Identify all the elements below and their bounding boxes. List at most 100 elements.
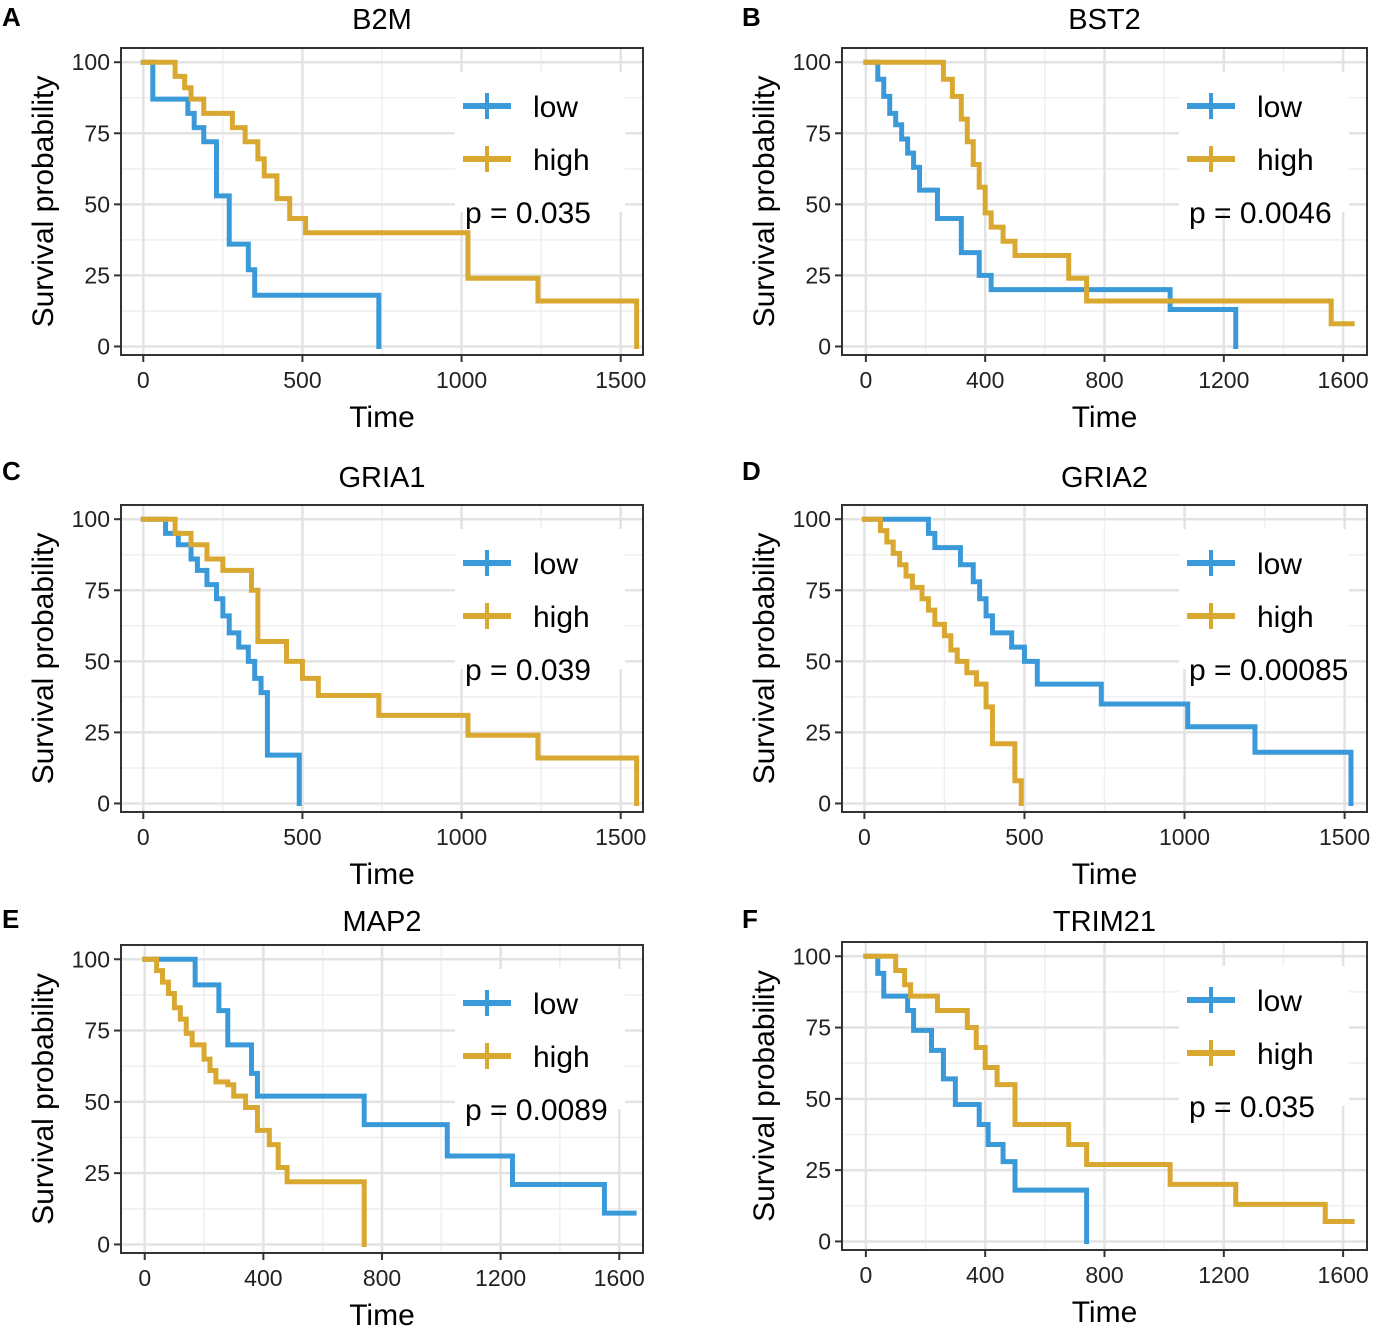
legend-label-low: low: [1257, 548, 1302, 581]
y-tick-label: 75: [84, 1018, 110, 1044]
legend-label-high: high: [533, 1041, 590, 1074]
x-tick-label: 400: [244, 1265, 282, 1291]
y-tick-label: 0: [97, 790, 110, 816]
y-tick-label: 100: [72, 506, 110, 532]
chart-title-a: B2M: [352, 4, 412, 36]
p-value-c: p = 0.039: [465, 654, 591, 687]
p-value-e: p = 0.0089: [465, 1094, 608, 1127]
legend-box-f: [1179, 966, 1349, 1106]
x-tick-label: 800: [1085, 367, 1123, 393]
y-axis-title-c: Survival probability: [27, 533, 60, 785]
y-tick-label: 50: [805, 648, 831, 674]
y-tick-label: 75: [805, 1015, 831, 1041]
legend-label-high: high: [1257, 601, 1314, 634]
y-axis-title-a: Survival probability: [27, 76, 60, 328]
y-tick-label: 0: [818, 333, 831, 359]
legend-box-e: [455, 969, 625, 1109]
p-value-a: p = 0.035: [465, 197, 591, 230]
x-tick-label: 0: [858, 824, 871, 850]
panel-e: 0 400 800 1200 1600 0 25 50 75 100 E MAP2 Time Surviv…: [2, 904, 645, 1329]
y-tick-label: 75: [84, 120, 110, 146]
panel-letter-e: E: [2, 904, 19, 934]
survival-curve-high-f: [863, 953, 1355, 1224]
x-tick-label: 1000: [436, 824, 487, 850]
y-axis-title-e: Survival probability: [27, 973, 60, 1225]
chart-title-c: GRIA1: [338, 462, 425, 494]
y-axis-title-f: Survival probability: [748, 970, 781, 1222]
legend-box-a: [455, 72, 625, 212]
panel-a: 0 500 1000 1500 0 25 50 75 100 A B2M Time Survival p…: [2, 2, 646, 434]
x-tick-label: 0: [137, 367, 150, 393]
survival-curve-low-f: [863, 953, 1090, 1244]
x-tick-label: 1600: [1318, 1262, 1369, 1288]
y-tick-label: 75: [805, 577, 831, 603]
survival-curve-high-d: [861, 516, 1024, 806]
x-tick-label: 0: [138, 1265, 151, 1291]
x-tick-label: 1600: [1318, 367, 1369, 393]
y-tick-label: 50: [84, 648, 110, 674]
panel-letter-c: C: [2, 456, 21, 486]
x-tick-label: 1500: [595, 367, 646, 393]
y-tick-label: 100: [72, 946, 110, 972]
y-tick-label: 75: [84, 577, 110, 603]
plot-frame-c: [120, 504, 644, 813]
p-value-f: p = 0.035: [1189, 1091, 1315, 1124]
x-tick-label: 0: [859, 367, 872, 393]
legend-label-high: high: [1257, 1038, 1314, 1071]
panel-letter-f: F: [742, 904, 758, 934]
y-tick-label: 50: [84, 191, 110, 217]
legend-label-high: high: [533, 144, 590, 177]
panel-letter-a: A: [2, 2, 21, 32]
x-axis-title-c: Time: [349, 858, 415, 891]
y-tick-label: 25: [84, 1160, 110, 1186]
x-tick-label: 1600: [594, 1265, 645, 1291]
survival-curve-high-c: [140, 516, 640, 806]
y-tick-label: 25: [84, 262, 110, 288]
x-tick-label: 500: [283, 824, 321, 850]
legend-label-high: high: [533, 601, 590, 634]
legend-box-d: [1179, 529, 1349, 669]
panel-b: 0 400 800 1200 1600 0 25 50 75 100 B BST2 Time Surviv…: [742, 2, 1369, 434]
y-axis-title-b: Survival probability: [748, 76, 781, 328]
y-tick-label: 50: [84, 1089, 110, 1115]
survival-curve-high-a: [140, 59, 640, 349]
x-axis-title-d: Time: [1072, 858, 1138, 891]
panel-letter-b: B: [742, 2, 761, 32]
y-tick-label: 100: [793, 49, 831, 75]
y-tick-label: 100: [793, 943, 831, 969]
x-tick-label: 800: [363, 1265, 401, 1291]
chart-title-d: GRIA2: [1061, 462, 1148, 494]
x-tick-label: 1000: [436, 367, 487, 393]
panel-letter-d: D: [742, 456, 761, 486]
y-tick-label: 25: [805, 262, 831, 288]
survival-curve-low-b: [863, 59, 1239, 349]
chart-title-e: MAP2: [343, 906, 422, 938]
survival-curve-high-b: [863, 59, 1355, 327]
x-axis-title-b: Time: [1072, 401, 1138, 434]
plot-frame-d: [841, 504, 1368, 813]
x-tick-label: 0: [137, 824, 150, 850]
x-axis-title-e: Time: [349, 1299, 415, 1329]
legend-label-low: low: [533, 988, 578, 1021]
y-tick-label: 75: [805, 120, 831, 146]
y-tick-label: 0: [97, 333, 110, 359]
x-axis-title-f: Time: [1072, 1296, 1138, 1329]
x-tick-label: 500: [1005, 824, 1043, 850]
x-tick-label: 0: [859, 1262, 872, 1288]
y-tick-label: 25: [84, 719, 110, 745]
x-tick-label: 1200: [475, 1265, 526, 1291]
p-value-d: p = 0.00085: [1189, 654, 1348, 687]
plot-frame-a: [120, 47, 644, 356]
legend-label-low: low: [533, 91, 578, 124]
x-tick-label: 1000: [1159, 824, 1210, 850]
x-tick-label: 1200: [1198, 1262, 1249, 1288]
legend-label-high: high: [1257, 144, 1314, 177]
panel-c: 0 500 1000 1500 0 25 50 75 100 C GRIA1 Time Survival…: [2, 456, 646, 891]
panel-f: 0 400 800 1200 1600 0 25 50 75 100 F TRIM21 Time Surv…: [742, 904, 1369, 1329]
panel-d: 0 500 1000 1500 0 25 50 75 100 D GRIA2 Time Survival…: [742, 456, 1370, 891]
survival-curve-low-c: [140, 516, 302, 806]
x-tick-label: 400: [966, 1262, 1004, 1288]
y-tick-label: 50: [805, 1086, 831, 1112]
y-tick-label: 25: [805, 719, 831, 745]
